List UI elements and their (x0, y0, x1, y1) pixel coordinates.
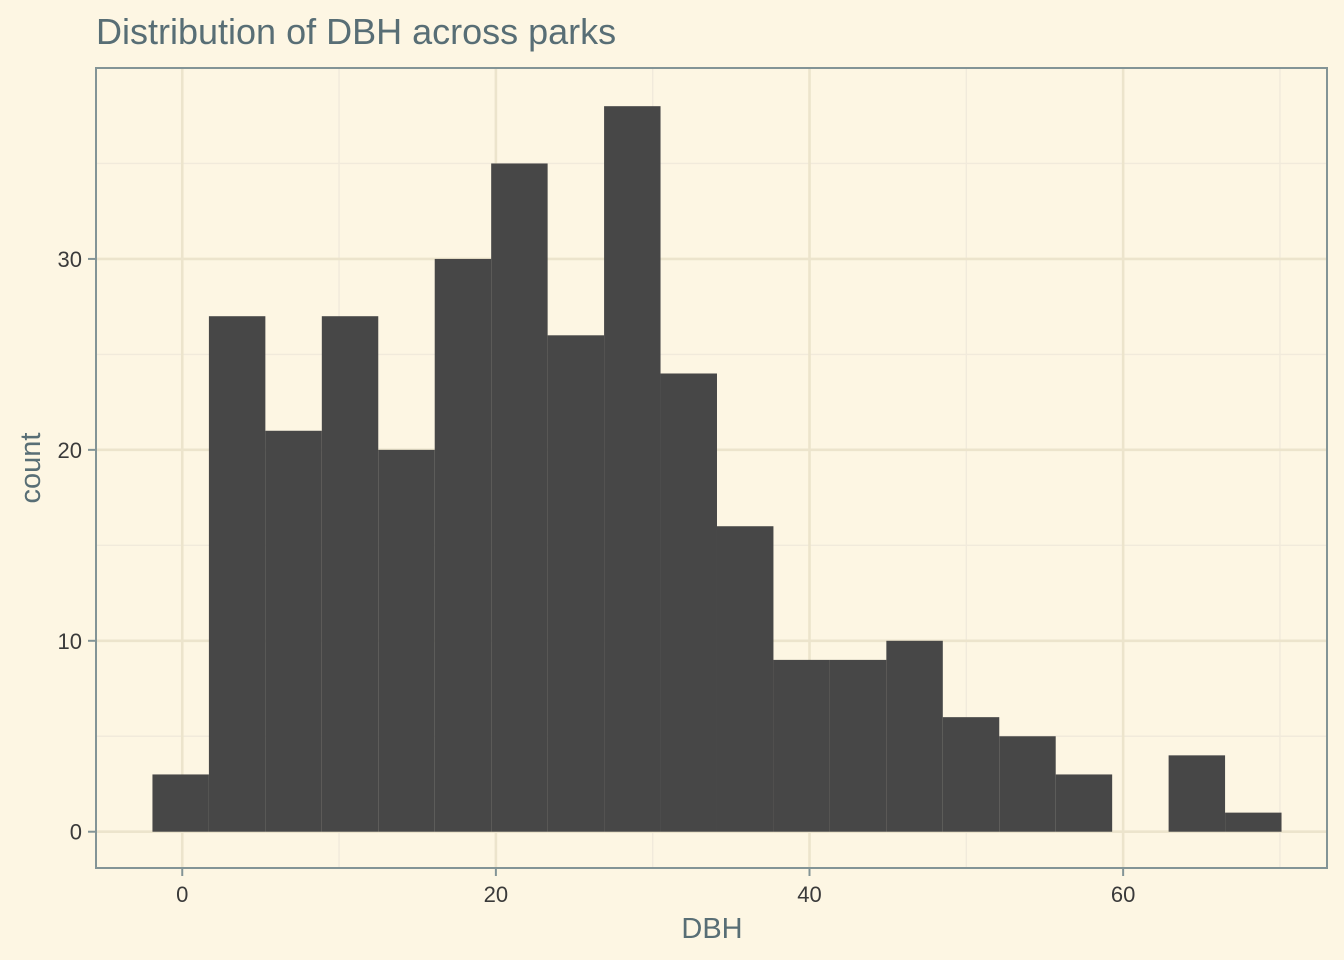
y-tick-label: 20 (58, 438, 82, 463)
panel-border (95, 67, 1328, 869)
x-tick-label: 20 (484, 882, 508, 907)
histogram-bar (321, 316, 379, 832)
histogram-bar (604, 106, 661, 832)
histogram-bar (491, 163, 548, 832)
histogram-bar (152, 774, 209, 832)
histogram-bar (999, 736, 1056, 832)
histogram-bar (886, 640, 943, 832)
x-tick-label: 0 (176, 882, 188, 907)
histogram-bar (1168, 755, 1226, 832)
histogram-bar (1055, 774, 1113, 832)
histogram-bar (660, 373, 717, 832)
histogram-bar (1225, 812, 1282, 832)
histogram-bar (378, 449, 435, 832)
histogram-bar (716, 526, 774, 832)
histogram-bar (547, 335, 605, 832)
histogram-bar (208, 316, 266, 832)
histogram-bar (942, 717, 1000, 832)
histogram-bar (773, 659, 830, 832)
chart-title: Distribution of DBH across parks (96, 11, 616, 52)
y-tick-label: 10 (58, 629, 82, 654)
x-tick-label: 60 (1111, 882, 1135, 907)
histogram-bar (829, 659, 887, 832)
x-tick-label: 40 (797, 882, 821, 907)
histogram-bar (265, 430, 322, 832)
histogram-bar (434, 258, 492, 832)
axes-group (88, 67, 1328, 876)
tick-labels-group: 0 20 40 60 0 10 20 30 (58, 247, 1136, 907)
y-tick-label: 0 (70, 820, 82, 845)
y-tick-label: 30 (58, 247, 82, 272)
bars-group (152, 106, 1282, 832)
y-axis-title: count (15, 433, 47, 504)
x-axis-title: DBH (681, 913, 742, 945)
